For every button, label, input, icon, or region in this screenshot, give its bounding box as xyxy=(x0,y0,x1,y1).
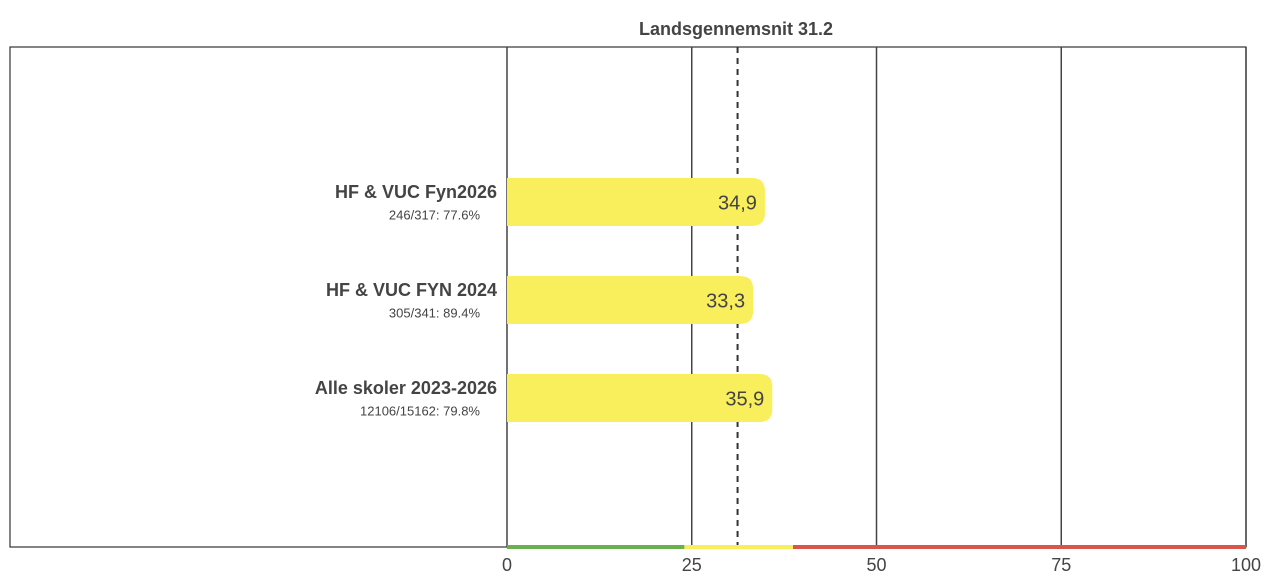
reference-label: Landsgennemsnit 31.2 xyxy=(639,19,833,39)
category-label: Alle skoler 2023-2026 xyxy=(315,378,497,398)
x-tick-label: 0 xyxy=(502,555,512,575)
x-tick-label: 50 xyxy=(866,555,886,575)
x-tick-label: 75 xyxy=(1051,555,1071,575)
bar xyxy=(507,374,773,422)
bar xyxy=(507,178,765,226)
category-subtitle: 305/341: 89.4% xyxy=(389,305,481,320)
bar xyxy=(507,276,754,324)
x-tick-label: 100 xyxy=(1231,555,1261,575)
x-tick-label: 25 xyxy=(682,555,702,575)
category-subtitle: 12106/15162: 79.8% xyxy=(360,403,480,418)
category-subtitle: 246/317: 77.6% xyxy=(389,207,481,222)
value-label: 35,9 xyxy=(725,388,764,410)
category-label: HF & VUC FYN 2024 xyxy=(326,280,497,300)
value-label: 34,9 xyxy=(718,192,757,214)
value-label: 33,3 xyxy=(706,290,745,312)
category-label: HF & VUC Fyn2026 xyxy=(335,182,497,202)
